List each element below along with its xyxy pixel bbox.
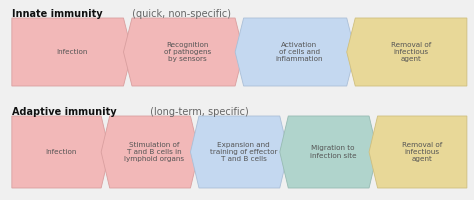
Text: Stimulation of
T and B cells in
lymphoid organs: Stimulation of T and B cells in lymphoid… (124, 142, 184, 162)
Polygon shape (280, 116, 378, 188)
Polygon shape (235, 18, 356, 86)
Text: Recognition
of pathogens
by sensors: Recognition of pathogens by sensors (164, 42, 211, 62)
Polygon shape (12, 18, 132, 86)
Text: Infection: Infection (56, 49, 88, 55)
Text: Removal of
infectious
agent: Removal of infectious agent (391, 42, 431, 62)
Text: Expansion and
training of effector
T and B cells: Expansion and training of effector T and… (210, 142, 277, 162)
Polygon shape (369, 116, 467, 188)
Text: Removal of
infectious
agent: Removal of infectious agent (402, 142, 442, 162)
Text: Innate immunity: Innate immunity (12, 9, 102, 19)
Polygon shape (191, 116, 288, 188)
Text: (quick, non-specific): (quick, non-specific) (129, 9, 231, 19)
Text: (long-term, specific): (long-term, specific) (147, 107, 248, 117)
Text: Infection: Infection (45, 149, 76, 155)
Polygon shape (101, 116, 199, 188)
Polygon shape (12, 116, 109, 188)
Text: Activation
of cells and
inflammation: Activation of cells and inflammation (276, 42, 323, 62)
Polygon shape (123, 18, 244, 86)
Text: Adaptive immunity: Adaptive immunity (12, 107, 117, 117)
Polygon shape (346, 18, 467, 86)
Text: Migration to
infection site: Migration to infection site (310, 145, 356, 159)
